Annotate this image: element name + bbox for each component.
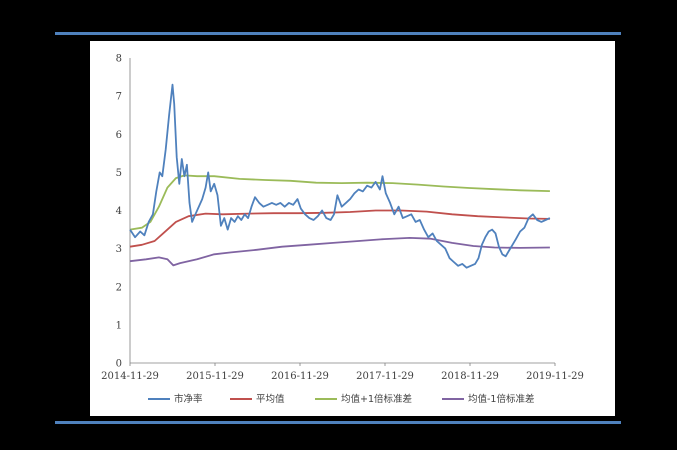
legend-label: 市净率 [174, 393, 203, 405]
bottom-rule [55, 421, 621, 424]
legend-label: 均值-1倍标准差 [468, 393, 534, 405]
y-tick-label: 7 [116, 92, 122, 103]
y-tick-label: 0 [116, 359, 122, 370]
x-tick-label: 2016-11-29 [271, 371, 329, 382]
y-tick-label: 8 [116, 54, 122, 65]
series-lines [129, 83, 551, 269]
series-line-0 [129, 83, 551, 269]
line-chart: 0 1 2 3 4 5 6 7 8 2014-11-29 2015-11-29 2016-11-29… [101, 54, 584, 406]
x-tick-label: 2014-11-29 [101, 371, 159, 382]
y-tick-label: 4 [116, 206, 122, 217]
series-line-3 [129, 237, 550, 267]
chart-panel: 0 1 2 3 4 5 6 7 8 2014-11-29 2015-11-29 2016-11-29… [90, 41, 615, 416]
y-tick-label: 5 [116, 168, 122, 179]
x-tick-label: 2019-11-29 [526, 371, 584, 382]
x-tick-label: 2018-11-29 [441, 371, 499, 382]
legend-label: 平均值 [256, 393, 285, 405]
x-tick-labels: 2014-11-29 2015-11-29 2016-11-29 2017-11-29… [101, 363, 584, 382]
top-rule [55, 32, 621, 35]
legend-label: 均值+1倍标准差 [341, 393, 412, 405]
legend: 市净率 平均值 均值+1倍标准差 均值-1倍标准差 [148, 393, 534, 405]
series-line-2 [129, 174, 550, 231]
y-tick-label: 3 [116, 244, 122, 255]
y-tick-label: 2 [116, 282, 122, 293]
y-tick-label: 1 [116, 320, 122, 331]
x-tick-label: 2017-11-29 [356, 371, 414, 382]
y-tick-labels: 0 1 2 3 4 5 6 7 8 [116, 54, 122, 370]
x-tick-label: 2015-11-29 [186, 371, 244, 382]
y-tick-label: 6 [116, 130, 122, 141]
series-line-1 [129, 209, 550, 248]
